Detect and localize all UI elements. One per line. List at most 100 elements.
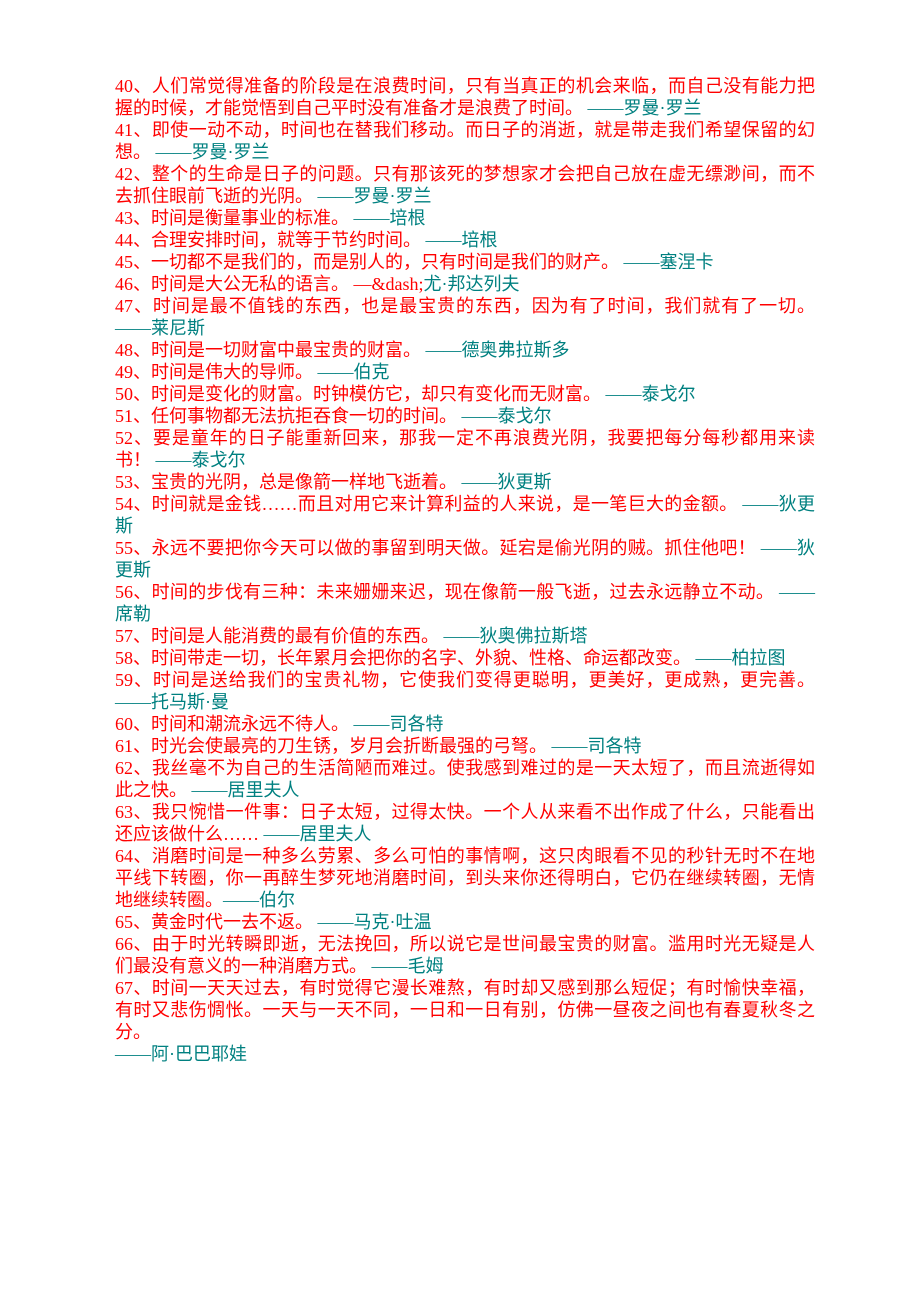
quote-list: 40、人们常觉得准备的阶段是在浪费时间，只有当真正的机会来临，而自己没有能力把握…: [115, 75, 815, 1065]
quote-author: ——培根: [354, 208, 426, 228]
quote-number: 47、: [115, 296, 153, 316]
quote-number: 40、: [115, 76, 152, 96]
quote-item: 52、要是童年的日子能重新回来，那我一定不再浪费光阴，我要把每分每秒都用来读书！…: [115, 427, 815, 471]
quote-item: 64、消磨时间是一种多么劳累、多么可怕的事情啊，这只肉眼看不见的秒针无时不在地平…: [115, 845, 815, 911]
quote-number: 66、: [115, 934, 152, 954]
quote-item: 50、时间是变化的财富。时钟模仿它，却只有变化而无财富。 ——泰戈尔: [115, 383, 815, 405]
quote-text: 时光会使最亮的刀生锈，岁月会折断最强的弓弩。: [151, 736, 552, 756]
quote-number: 51、: [115, 406, 151, 426]
quote-text: 任何事物都无法抗拒吞食一切的时间。: [151, 406, 462, 426]
quote-text: 永远不要把你今天可以做的事留到明天做。延宕是偷光阴的贼。抓住他吧！: [152, 538, 761, 558]
quote-author: ——毛姆: [372, 956, 444, 976]
quote-number: 64、: [115, 846, 152, 866]
quote-text: 合理安排时间，就等于节约时间。: [151, 230, 426, 250]
quote-item: 46、时间是大公无私的语言。 —&dash;尤·邦达列夫: [115, 273, 815, 295]
quote-author: ——居里夫人: [192, 780, 300, 800]
quote-item: 60、时间和潮流永远不待人。 ——司各特: [115, 713, 815, 735]
quote-author: 尤·邦达列夫: [424, 274, 520, 294]
quote-text: 我只惋惜一件事：日子太短，过得太快。一个人从来看不出作成了什么，只能看出还应该做…: [115, 802, 815, 844]
quote-number: 48、: [115, 340, 151, 360]
quote-item: 54、时间就是金钱……而且对用它来计算利益的人来说，是一笔巨大的金额。 ——狄更…: [115, 493, 815, 537]
quote-text: 时间是最不值钱的东西，也是最宝贵的东西，因为有了时间，我们就有了一切。: [153, 296, 815, 316]
quote-item: 63、我只惋惜一件事：日子太短，过得太快。一个人从来看不出作成了什么，只能看出还…: [115, 801, 815, 845]
quote-author: ——德奥弗拉斯多: [426, 340, 570, 360]
quote-author: ——罗曼·罗兰: [156, 142, 270, 162]
quote-number: 43、: [115, 208, 151, 228]
quote-text: 黄金时代一去不返。: [151, 912, 318, 932]
quote-text: 人们常觉得准备的阶段是在浪费时间，只有当真正的机会来临，而自己没有能力把握的时候…: [115, 76, 815, 118]
quote-author: ——伯克: [318, 362, 390, 382]
quote-item: 59、时间是送给我们的宝贵礼物，它使我们变得更聪明，更美好，更成熟，更完善。 —…: [115, 669, 815, 713]
quote-author: ——塞涅卡: [624, 252, 714, 272]
quote-author: ——培根: [426, 230, 498, 250]
quote-number: 45、: [115, 252, 151, 272]
quote-number: 63、: [115, 802, 152, 822]
quote-number: 67、: [115, 978, 152, 998]
quote-item: 41、即使一动不动，时间也在替我们移动。而日子的消逝，就是带走我们希望保留的幻想…: [115, 119, 815, 163]
quote-item: 43、时间是衡量事业的标准。 ——培根: [115, 207, 815, 229]
quote-author: ——居里夫人: [264, 824, 372, 844]
quote-number: 55、: [115, 538, 152, 558]
quote-author: ——司各特: [354, 714, 444, 734]
quote-author: ——泰戈尔: [462, 406, 552, 426]
quote-item: 55、永远不要把你今天可以做的事留到明天做。延宕是偷光阴的贼。抓住他吧！ ——狄…: [115, 537, 815, 581]
quote-number: 50、: [115, 384, 151, 404]
quote-text: 时间是大公无私的语言。 —&dash;: [151, 274, 424, 294]
quote-text: 时间是衡量事业的标准。: [151, 208, 354, 228]
quote-text: 一切都不是我们的，而是别人的，只有时间是我们的财产。: [151, 252, 624, 272]
quote-number: 41、: [115, 120, 152, 140]
quote-author: ——伯尔: [223, 890, 295, 910]
quote-item: 49、时间是伟大的导师。 ——伯克: [115, 361, 815, 383]
quote-number: 58、: [115, 648, 151, 668]
quote-item: 42、整个的生命是日子的问题。只有那该死的梦想家才会把自己放在虚无缥渺间，而不去…: [115, 163, 815, 207]
quote-item: 45、一切都不是我们的，而是别人的，只有时间是我们的财产。 ——塞涅卡: [115, 251, 815, 273]
quote-author: ——罗曼·罗兰: [318, 186, 432, 206]
quote-number: 44、: [115, 230, 151, 250]
quote-number: 65、: [115, 912, 151, 932]
quote-item: 66、由于时光转瞬即逝，无法挽回，所以说它是世间最宝贵的财富。滥用时光无疑是人们…: [115, 933, 815, 977]
quote-item: 56、时间的步伐有三种：未来姗姗来迟，现在像箭一般飞逝，过去永远静立不动。 ——…: [115, 581, 815, 625]
quote-number: 62、: [115, 758, 152, 778]
quote-item: 61、时光会使最亮的刀生锈，岁月会折断最强的弓弩。 ——司各特: [115, 735, 815, 757]
quote-item: 58、时间带走一切，长年累月会把你的名字、外貌、性格、命运都改变。 ——柏拉图: [115, 647, 815, 669]
quote-number: 59、: [115, 670, 153, 690]
quote-item: 67、时间一天天过去，有时觉得它漫长难熬，有时却又感到那么短促；有时愉快幸福，有…: [115, 977, 815, 1065]
quote-number: 56、: [115, 582, 152, 602]
quote-number: 52、: [115, 428, 153, 448]
quote-text: 时间是变化的财富。时钟模仿它，却只有变化而无财富。: [151, 384, 606, 404]
quote-author: ——马克·吐温: [318, 912, 432, 932]
quote-number: 46、: [115, 274, 151, 294]
quote-text: 时间带走一切，长年累月会把你的名字、外貌、性格、命运都改变。: [151, 648, 696, 668]
quote-author: ——狄奥佛拉斯塔: [444, 626, 588, 646]
quote-number: 60、: [115, 714, 151, 734]
quote-item: 40、人们常觉得准备的阶段是在浪费时间，只有当真正的机会来临，而自己没有能力把握…: [115, 75, 815, 119]
quote-number: 57、: [115, 626, 151, 646]
quote-text: 时间的步伐有三种：未来姗姗来迟，现在像箭一般飞逝，过去永远静立不动。: [152, 582, 779, 602]
quote-author: ——莱尼斯: [115, 318, 205, 338]
quote-number: 42、: [115, 164, 152, 184]
quote-item: 51、任何事物都无法抗拒吞食一切的时间。 ——泰戈尔: [115, 405, 815, 427]
quote-item: 57、时间是人能消费的最有价值的东西。 ——狄奥佛拉斯塔: [115, 625, 815, 647]
quote-text: 时间就是金钱……而且对用它来计算利益的人来说，是一笔巨大的金额。: [152, 494, 743, 514]
quote-number: 49、: [115, 362, 151, 382]
quote-author: ——阿·巴巴耶娃: [115, 1044, 247, 1064]
quote-text: 时间是一切财富中最宝贵的财富。: [151, 340, 426, 360]
quote-text: 消磨时间是一种多么劳累、多么可怕的事情啊，这只肉眼看不见的秒针无时不在地平线下转…: [115, 846, 815, 910]
quote-item: 44、合理安排时间，就等于节约时间。 ——培根: [115, 229, 815, 251]
quote-text: 时间一天天过去，有时觉得它漫长难熬，有时却又感到那么短促；有时愉快幸福，有时又悲…: [115, 978, 815, 1042]
quote-text: 时间是送给我们的宝贵礼物，它使我们变得更聪明，更美好，更成熟，更完善。: [153, 670, 815, 690]
quote-number: 53、: [115, 472, 151, 492]
quote-number: 54、: [115, 494, 152, 514]
quote-item: 62、我丝毫不为自己的生活简陋而难过。使我感到难过的是一天太短了，而且流逝得如此…: [115, 757, 815, 801]
quote-number: 61、: [115, 736, 151, 756]
quote-text: 时间和潮流永远不待人。: [151, 714, 354, 734]
quote-author: ——狄更斯: [462, 472, 552, 492]
quote-author: ——柏拉图: [696, 648, 786, 668]
quote-author: ——托马斯·曼: [115, 692, 229, 712]
quote-item: 65、黄金时代一去不返。 ——马克·吐温: [115, 911, 815, 933]
quote-author: ——罗曼·罗兰: [588, 98, 702, 118]
quote-item: 53、宝贵的光阴，总是像箭一样地飞逝着。 ——狄更斯: [115, 471, 815, 493]
quote-author: ——泰戈尔: [606, 384, 696, 404]
quote-item: 47、时间是最不值钱的东西，也是最宝贵的东西，因为有了时间，我们就有了一切。 —…: [115, 295, 815, 339]
quote-author: ——司各特: [552, 736, 642, 756]
